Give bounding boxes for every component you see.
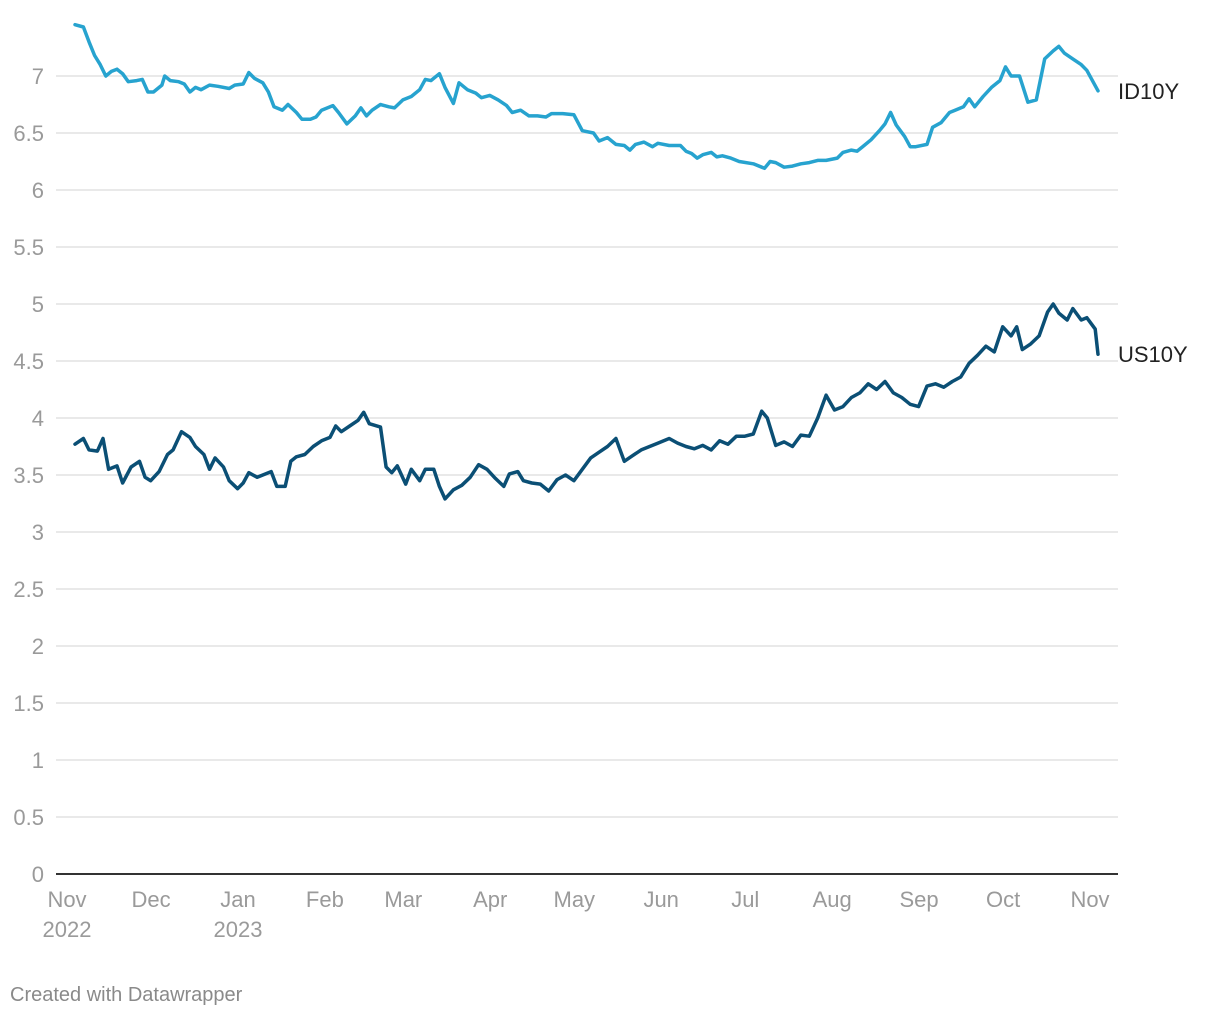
series-label-id10y: ID10Y [1118, 79, 1179, 104]
series-lines [73, 22, 1100, 501]
x-tick-label: Oct [986, 887, 1020, 912]
x-tick-label: Feb [306, 887, 344, 912]
x-tick-year-label: 2022 [43, 917, 92, 942]
series-line-id10y [73, 22, 1100, 171]
x-tick-label: Sep [899, 887, 938, 912]
y-tick-label: 1 [32, 748, 44, 773]
y-tick-label: 2.5 [13, 577, 44, 602]
x-axis-tick-labels: Nov 2022 Dec Jan 2023 Feb Mar Apr May Jun Jul Aug Se… [43, 887, 1110, 942]
x-tick-label: Mar [384, 887, 422, 912]
gridlines [56, 75, 1118, 875]
x-tick-label: Nov [1070, 887, 1109, 912]
y-tick-label: 0 [32, 862, 44, 887]
x-tick-label: Dec [132, 887, 171, 912]
x-tick-label: Apr [473, 887, 507, 912]
x-tick-label: May [554, 887, 596, 912]
credit-text: Created with Datawrapper [10, 984, 243, 1006]
x-tick-label: Jun [643, 887, 678, 912]
series-label-us10y: US10Y [1118, 342, 1188, 367]
series-end-labels: ID10Y US10Y [1118, 79, 1188, 367]
series-line-us10y [73, 302, 1100, 501]
y-tick-label: 5 [32, 292, 44, 317]
y-axis-tick-labels: 0 0.5 1 1.5 2 2.5 3 3.5 4 4.5 5 5.5 6 6.5 7 [13, 64, 44, 887]
y-tick-label: 5.5 [13, 235, 44, 260]
y-tick-label: 4.5 [13, 349, 44, 374]
x-tick-label: Nov [47, 887, 86, 912]
x-tick-label: Jul [731, 887, 759, 912]
y-tick-label: 3.5 [13, 463, 44, 488]
y-tick-label: 0.5 [13, 805, 44, 830]
x-tick-label: Aug [813, 887, 852, 912]
x-tick-year-label: 2023 [213, 917, 262, 942]
y-tick-label: 1.5 [13, 691, 44, 716]
y-tick-label: 2 [32, 634, 44, 659]
y-tick-label: 6.5 [13, 121, 44, 146]
y-tick-label: 7 [32, 64, 44, 89]
y-tick-label: 6 [32, 178, 44, 203]
y-tick-label: 3 [32, 520, 44, 545]
y-tick-label: 4 [32, 406, 44, 431]
x-tick-label: Jan [220, 887, 255, 912]
